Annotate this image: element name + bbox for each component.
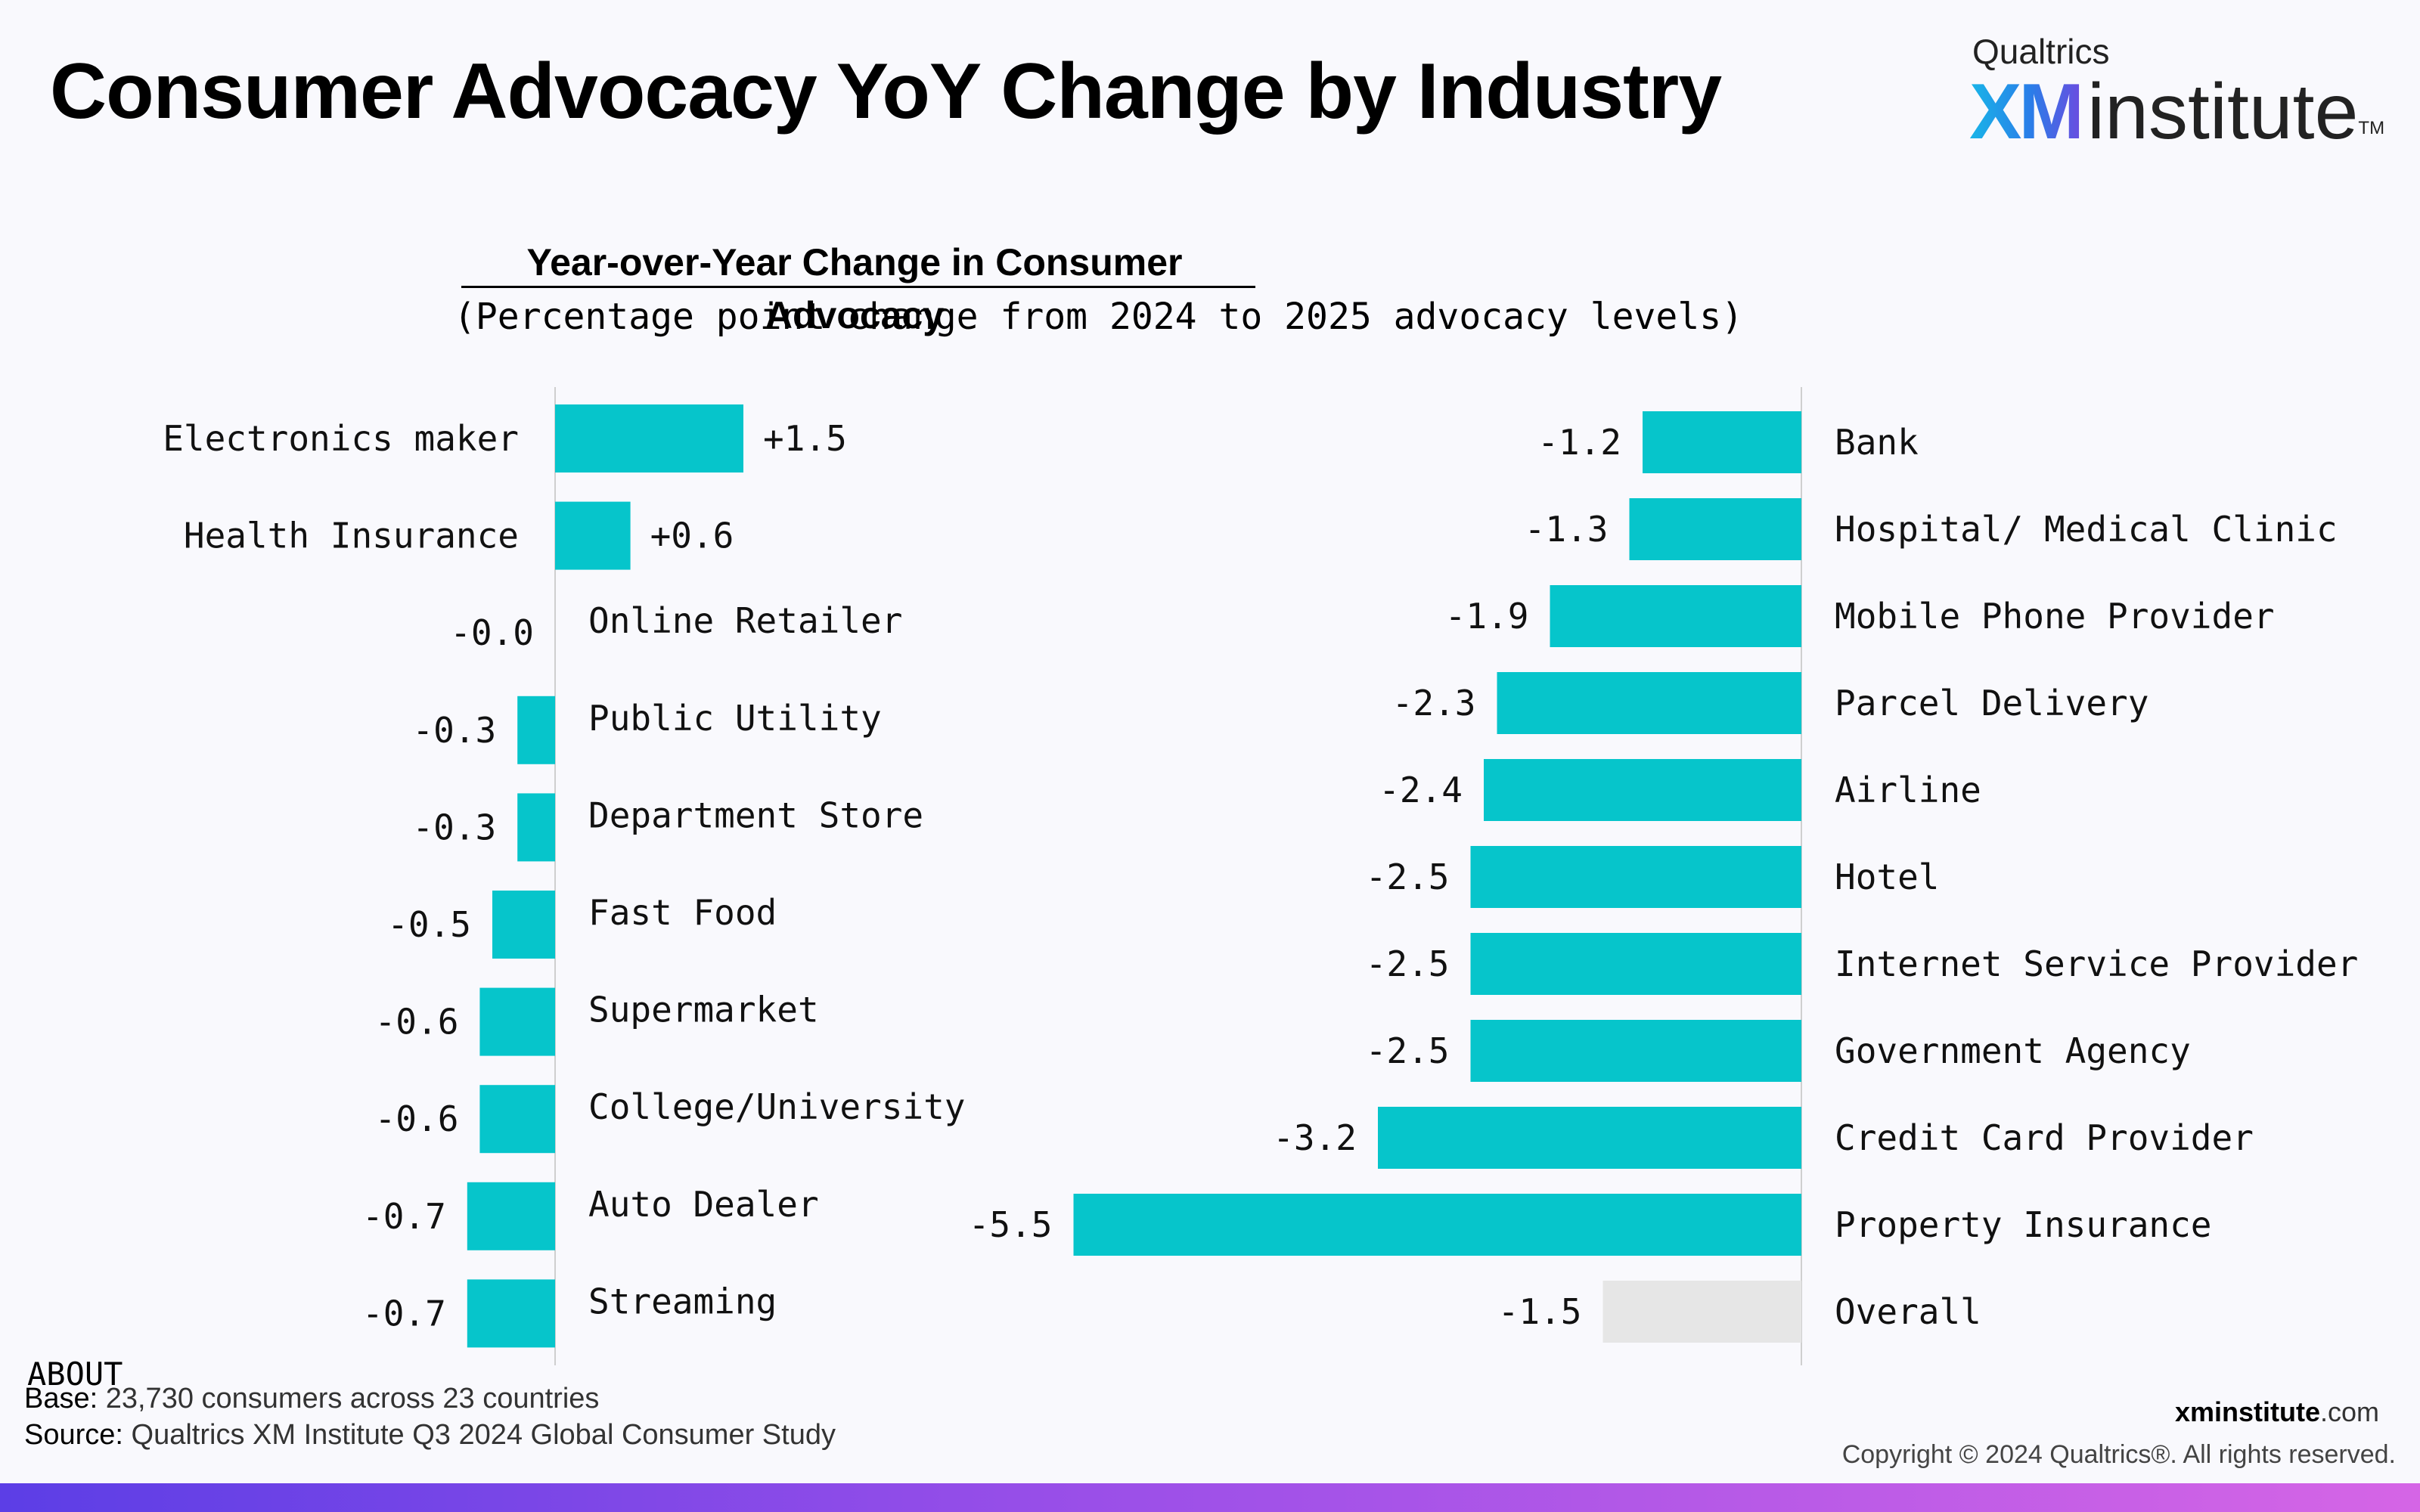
about-heading: ABOUT — [27, 1356, 123, 1393]
chart-title: Year-over-Year Change in Consumer Advoca… — [526, 241, 1183, 336]
bar-left-7 — [479, 1085, 555, 1154]
bar-right-5 — [1470, 846, 1801, 908]
bar-right-4 — [1484, 759, 1801, 821]
category-label-right-8: Credit Card Provider — [1835, 1117, 2254, 1158]
data-label-left-4: -0.3 — [412, 807, 496, 847]
bar-left-9 — [467, 1279, 555, 1348]
category-label-right-10: Overall — [1835, 1291, 1981, 1332]
data-label-left-3: -0.3 — [412, 710, 496, 751]
chart-title-rule — [461, 286, 1255, 288]
data-label-left-7: -0.6 — [375, 1098, 459, 1139]
data-label-right-9: -5.5 — [969, 1204, 1053, 1245]
bar-right-3 — [1497, 672, 1801, 734]
data-label-right-3: -2.3 — [1392, 683, 1476, 723]
category-label-left-5: Fast Food — [588, 892, 777, 933]
category-label-left-4: Department Store — [588, 795, 923, 835]
logo-institute-text: institute — [2087, 68, 2359, 156]
bar-left-8 — [467, 1182, 555, 1250]
source-text: Qualtrics XM Institute Q3 2024 Global Co… — [131, 1419, 836, 1451]
bar-left-1 — [555, 501, 631, 570]
base-note: Base: 23,730 consumers across 23 countri… — [24, 1380, 599, 1417]
logo-company-name: Qualtrics — [1972, 32, 2110, 71]
data-label-right-1: -1.3 — [1525, 509, 1609, 550]
bar-left-0 — [555, 404, 743, 472]
bar-right-9 — [1073, 1194, 1801, 1256]
category-label-left-0: Electronics maker — [163, 418, 519, 459]
brand-gradient-bar — [0, 1483, 2420, 1512]
bar-left-6 — [479, 987, 555, 1056]
data-label-right-6: -2.5 — [1366, 943, 1450, 984]
category-label-left-9: Streaming — [588, 1281, 777, 1321]
data-label-left-0: +1.5 — [763, 418, 847, 459]
xm-institute-logo: Qualtrics XMinstituteTM — [1969, 30, 2385, 156]
copyright-text: Copyright © 2024 Qualtrics®. All rights … — [1841, 1440, 2396, 1469]
category-label-left-7: College/University — [588, 1086, 966, 1127]
category-label-right-2: Mobile Phone Provider — [1835, 596, 2275, 637]
data-label-left-5: -0.5 — [387, 904, 471, 945]
data-label-left-8: -0.7 — [362, 1196, 446, 1237]
data-label-left-1: +0.6 — [650, 516, 734, 556]
data-label-left-9: -0.7 — [362, 1293, 446, 1334]
data-label-right-4: -2.4 — [1379, 770, 1463, 810]
bar-left-5 — [492, 891, 555, 959]
base-text: 23,730 consumers across 23 countries — [105, 1383, 600, 1414]
bar-right-10 — [1602, 1281, 1801, 1343]
category-label-right-4: Airline — [1835, 770, 1981, 810]
page-title: Consumer Advocacy YoY Change by Industry — [50, 48, 1722, 135]
bar-right-7 — [1470, 1020, 1801, 1082]
source-label: Source: — [24, 1419, 123, 1451]
bar-left-3 — [517, 696, 555, 764]
category-label-left-8: Auto Dealer — [588, 1184, 819, 1225]
data-label-left-6: -0.6 — [375, 1002, 459, 1043]
category-label-right-3: Parcel Delivery — [1835, 683, 2149, 723]
category-label-right-5: Hotel — [1835, 857, 1939, 897]
bar-left-4 — [517, 793, 555, 862]
site-domain: .com — [2319, 1396, 2379, 1427]
bar-right-6 — [1470, 933, 1801, 995]
logo-trademark: TM — [2358, 118, 2385, 138]
data-label-right-5: -2.5 — [1366, 857, 1450, 897]
bar-right-0 — [1643, 411, 1801, 473]
data-label-right-0: -1.2 — [1537, 422, 1621, 463]
category-label-right-0: Bank — [1835, 422, 1919, 463]
category-label-left-1: Health Insurance — [184, 516, 519, 556]
category-label-right-1: Hospital/ Medical Clinic — [1835, 509, 2338, 550]
bar-right-2 — [1550, 585, 1801, 647]
data-label-right-2: -1.9 — [1445, 596, 1529, 637]
bar-right-8 — [1378, 1107, 1801, 1169]
source-note: Source: Qualtrics XM Institute Q3 2024 G… — [24, 1417, 836, 1453]
category-label-right-9: Property Insurance — [1835, 1204, 2212, 1245]
category-label-left-3: Public Utility — [588, 698, 882, 739]
site-name: xminstitute — [2174, 1396, 2320, 1427]
data-label-right-8: -3.2 — [1273, 1117, 1357, 1158]
data-label-left-2: -0.0 — [450, 612, 534, 653]
bar-right-1 — [1629, 498, 1801, 560]
logo-xm-mark: XM — [1969, 68, 2084, 156]
category-label-left-6: Supermarket — [588, 990, 819, 1030]
category-label-right-7: Government Agency — [1835, 1030, 2191, 1071]
category-label-right-6: Internet Service Provider — [1835, 943, 2358, 984]
data-label-right-10: -1.5 — [1498, 1291, 1582, 1332]
data-label-right-7: -2.5 — [1366, 1030, 1450, 1071]
website-link[interactable]: xminstitute.com — [2175, 1394, 2379, 1430]
base-label: Base: — [24, 1383, 98, 1414]
category-label-left-2: Online Retailer — [588, 600, 902, 641]
